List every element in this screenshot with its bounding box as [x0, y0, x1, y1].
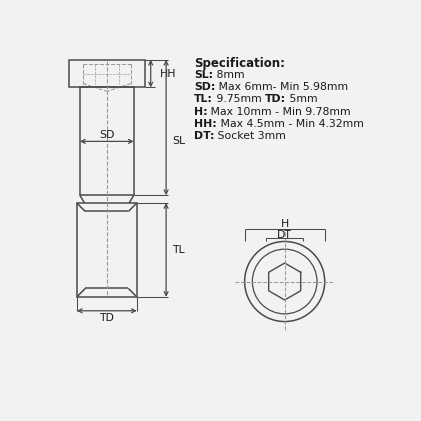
- Text: HH: HH: [160, 69, 176, 79]
- Text: DT:: DT:: [194, 131, 214, 141]
- Text: DT: DT: [277, 229, 292, 240]
- Text: Max 4.5mm - Min 4.32mm: Max 4.5mm - Min 4.32mm: [216, 119, 363, 129]
- Text: SD:: SD:: [194, 82, 215, 92]
- Text: TD: TD: [99, 314, 114, 323]
- Text: HH:: HH:: [194, 119, 216, 129]
- Text: SL: SL: [172, 136, 185, 147]
- Text: SL:: SL:: [194, 70, 213, 80]
- Text: TL:: TL:: [194, 94, 213, 104]
- Text: Specification:: Specification:: [194, 57, 285, 70]
- Bar: [69, 60, 144, 88]
- Bar: [77, 203, 137, 297]
- Text: H: H: [280, 219, 289, 229]
- Text: SD: SD: [99, 130, 115, 140]
- Text: Socket 3mm: Socket 3mm: [214, 131, 286, 141]
- Bar: [80, 88, 134, 195]
- Text: Max 10mm - Min 9.78mm: Max 10mm - Min 9.78mm: [208, 107, 351, 117]
- Text: TD:: TD:: [265, 94, 286, 104]
- Text: 8mm: 8mm: [213, 70, 245, 80]
- Text: 9.75mm: 9.75mm: [213, 94, 265, 104]
- Text: 5mm: 5mm: [286, 94, 318, 104]
- Text: TL: TL: [172, 245, 185, 255]
- Text: H:: H:: [194, 107, 208, 117]
- Text: Max 6mm- Min 5.98mm: Max 6mm- Min 5.98mm: [215, 82, 348, 92]
